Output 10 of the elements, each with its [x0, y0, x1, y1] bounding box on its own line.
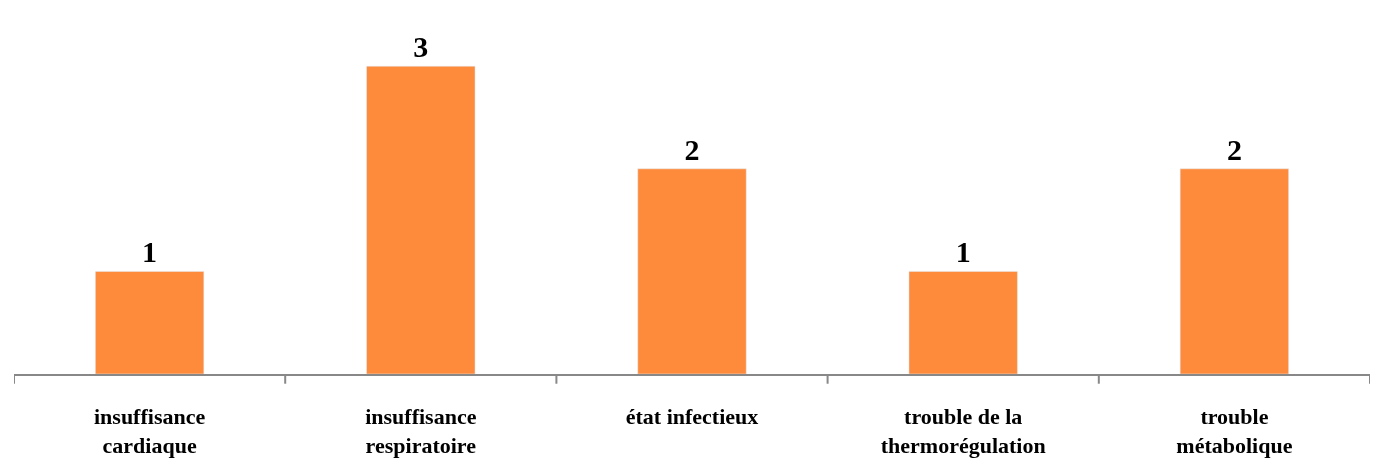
x-tick-label: insuffisance respiratoire: [365, 404, 477, 458]
x-tick-label: trouble métabolique: [1176, 404, 1293, 458]
x-tick-label: trouble de la thermorégulation: [880, 404, 1046, 458]
x-tick-label: état infectieux: [625, 404, 759, 430]
x-tick-label: insuffisance cardiaque: [93, 404, 206, 458]
data-label: 1: [142, 235, 158, 269]
data-label: 3: [413, 30, 429, 64]
data-label: 2: [1226, 132, 1242, 166]
data-label: 2: [684, 132, 700, 166]
data-label: 1: [955, 235, 971, 269]
